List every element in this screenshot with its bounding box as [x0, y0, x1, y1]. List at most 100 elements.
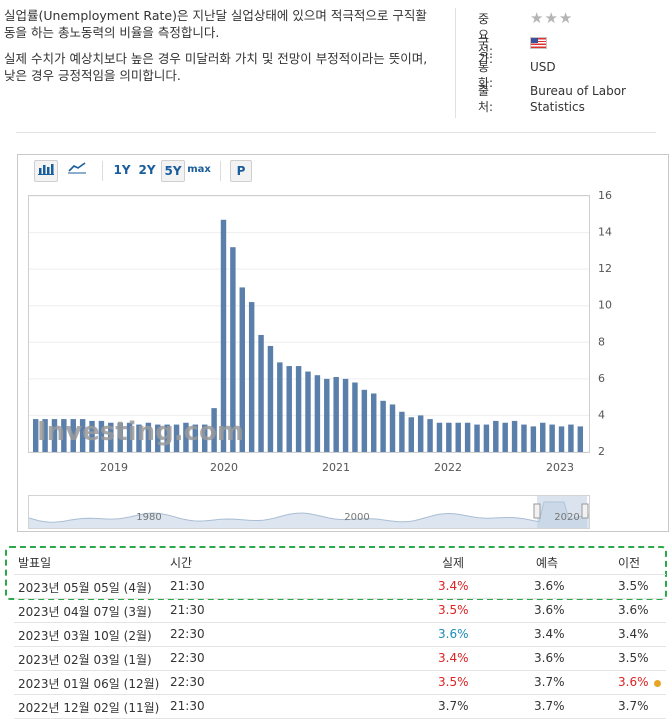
- data-bar[interactable]: [239, 287, 245, 452]
- data-bar[interactable]: [558, 426, 565, 452]
- data-bar[interactable]: [136, 424, 142, 452]
- row-previous: 3.5%: [618, 651, 649, 665]
- row-actual: 3.5%: [438, 603, 469, 617]
- p-button[interactable]: P: [230, 160, 252, 182]
- data-bar[interactable]: [511, 420, 518, 452]
- data-bar[interactable]: [464, 422, 471, 452]
- data-bar[interactable]: [455, 422, 461, 452]
- header-forecast: 예측: [536, 556, 559, 570]
- row-previous: 3.4%: [618, 627, 649, 641]
- data-bar[interactable]: [540, 422, 546, 452]
- chart-navigator[interactable]: 1980 2000 2020: [28, 495, 590, 529]
- row-previous: 3.5%: [618, 579, 649, 593]
- row-previous: 3.7%: [618, 699, 649, 713]
- data-bar[interactable]: [51, 419, 58, 452]
- row-forecast: 3.6%: [534, 579, 565, 593]
- range-5y-button[interactable]: 5Y: [161, 160, 185, 182]
- row-time: 21:30: [170, 579, 205, 593]
- data-bar[interactable]: [79, 419, 86, 452]
- data-bar[interactable]: [220, 219, 227, 452]
- data-bar[interactable]: [314, 375, 321, 452]
- source-link[interactable]: Bureau of Labor Statistics: [530, 84, 626, 114]
- data-bar[interactable]: [474, 424, 480, 452]
- data-bar[interactable]: [211, 408, 217, 452]
- navigator-window[interactable]: [537, 496, 587, 528]
- row-previous: 3.6%: [618, 603, 649, 617]
- importance-label: 중요성:: [478, 12, 494, 58]
- data-bar[interactable]: [230, 247, 236, 452]
- navigator-handle-right[interactable]: [581, 503, 589, 519]
- data-bar[interactable]: [408, 417, 415, 452]
- row-forecast: 3.6%: [534, 651, 565, 665]
- data-bar[interactable]: [502, 422, 508, 452]
- data-bar[interactable]: [352, 382, 358, 452]
- revision-dot-icon[interactable]: [654, 680, 661, 687]
- bar-chart-icon[interactable]: [34, 160, 58, 182]
- source-label: 출처:: [478, 84, 494, 114]
- country-label: 국가:: [478, 36, 494, 66]
- range-1y-button[interactable]: 1Y: [113, 163, 131, 177]
- data-bar[interactable]: [267, 345, 274, 452]
- data-bar[interactable]: [521, 424, 527, 452]
- data-bar[interactable]: [183, 422, 189, 452]
- data-bar[interactable]: [380, 400, 386, 452]
- data-bar[interactable]: [305, 371, 311, 452]
- data-bar[interactable]: [70, 419, 76, 452]
- data-bar[interactable]: [145, 422, 152, 452]
- description-paragraph-2: 실제 수치가 예상치보다 높은 경우 미달러화 가치 및 전망이 부정적이라는 …: [4, 51, 428, 83]
- row-date: 2023년 05월 05일 (4월): [18, 581, 152, 595]
- range-max-button[interactable]: max: [187, 164, 211, 175]
- range-2y-button[interactable]: 2Y: [138, 163, 156, 177]
- data-bar[interactable]: [277, 362, 283, 452]
- line-chart-icon[interactable]: [66, 160, 88, 180]
- data-bar[interactable]: [361, 389, 368, 452]
- data-bar[interactable]: [399, 411, 405, 452]
- currency-label: 통화:: [478, 60, 494, 90]
- toolbar-separator: [102, 161, 103, 181]
- data-bar[interactable]: [192, 424, 199, 452]
- data-bar[interactable]: [89, 420, 95, 452]
- data-bar[interactable]: [295, 366, 302, 452]
- data-bar[interactable]: [42, 419, 48, 452]
- data-bar[interactable]: [108, 422, 114, 452]
- data-bar[interactable]: [483, 424, 490, 452]
- data-bar[interactable]: [117, 422, 123, 452]
- row-date: 2023년 01월 06일 (12월): [18, 677, 160, 691]
- data-bar[interactable]: [248, 302, 255, 452]
- data-bar[interactable]: [61, 419, 67, 452]
- data-bar[interactable]: [417, 415, 424, 452]
- data-bar[interactable]: [98, 420, 105, 452]
- data-bar[interactable]: [32, 419, 39, 452]
- data-bar[interactable]: [173, 424, 180, 452]
- row-date: 2023년 02월 03일 (1월): [18, 653, 152, 667]
- data-bar[interactable]: [389, 404, 396, 452]
- data-bar[interactable]: [286, 366, 292, 452]
- data-bar[interactable]: [530, 426, 537, 452]
- row-actual: 3.4%: [438, 579, 469, 593]
- data-bar[interactable]: [333, 377, 339, 452]
- y-tick-label: 6: [598, 372, 605, 385]
- data-bar[interactable]: [126, 422, 133, 452]
- header-date: 발표일: [18, 556, 52, 570]
- row-time: 21:30: [170, 699, 205, 713]
- data-bar[interactable]: [164, 424, 170, 452]
- data-bar[interactable]: [342, 378, 349, 452]
- data-bar[interactable]: [568, 424, 574, 452]
- data-bar[interactable]: [371, 393, 377, 452]
- data-bar[interactable]: [427, 419, 433, 452]
- data-bar[interactable]: [577, 426, 584, 452]
- row-forecast: 3.4%: [534, 627, 565, 641]
- data-bar[interactable]: [324, 378, 330, 452]
- navigator-handle-left[interactable]: [533, 503, 541, 519]
- chart-plot-area: Investing.com: [28, 195, 590, 453]
- watermark-text: Investing.com: [37, 417, 244, 447]
- data-bar[interactable]: [258, 334, 264, 452]
- data-bar[interactable]: [436, 422, 443, 452]
- data-bar[interactable]: [549, 424, 555, 452]
- data-bar[interactable]: [201, 424, 208, 452]
- row-actual: 3.7%: [438, 699, 469, 713]
- data-bar[interactable]: [446, 422, 452, 452]
- data-bar[interactable]: [493, 420, 499, 452]
- header-previous: 이전: [618, 556, 641, 570]
- data-bar[interactable]: [155, 424, 161, 452]
